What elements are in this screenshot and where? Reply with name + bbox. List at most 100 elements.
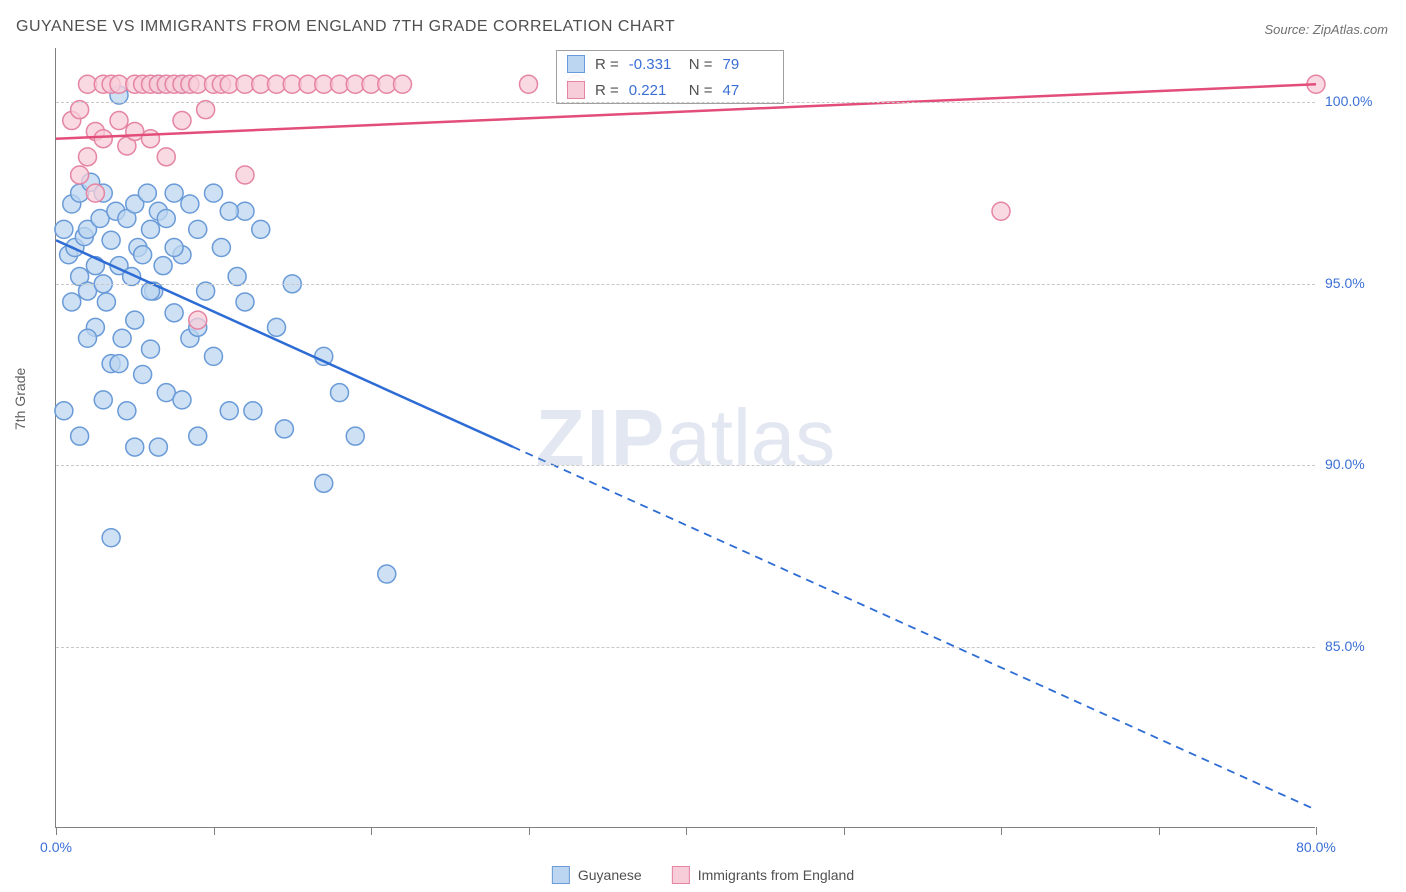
data-point bbox=[71, 427, 89, 445]
stat-swatch-2 bbox=[567, 81, 585, 99]
gridline-h bbox=[56, 102, 1315, 103]
data-point bbox=[346, 427, 364, 445]
data-point bbox=[142, 340, 160, 358]
data-point bbox=[236, 166, 254, 184]
legend-swatch-1 bbox=[552, 866, 570, 884]
gridline-h bbox=[56, 647, 1315, 648]
source-label: Source: ZipAtlas.com bbox=[1264, 22, 1388, 37]
y-axis-label: 7th Grade bbox=[12, 368, 28, 430]
data-point bbox=[134, 366, 152, 384]
data-point bbox=[212, 239, 230, 257]
data-point bbox=[992, 202, 1010, 220]
stat-r-val-1: -0.331 bbox=[629, 56, 679, 73]
stat-n-label-1: N = bbox=[689, 56, 713, 73]
regression-line-dashed bbox=[513, 447, 1316, 810]
data-point bbox=[173, 391, 191, 409]
data-point bbox=[154, 257, 172, 275]
stat-r-label-2: R = bbox=[595, 82, 619, 99]
legend: Guyanese Immigrants from England bbox=[552, 866, 854, 884]
data-point bbox=[315, 474, 333, 492]
data-point bbox=[118, 402, 136, 420]
data-point bbox=[220, 202, 238, 220]
data-point bbox=[378, 565, 396, 583]
data-point bbox=[86, 184, 104, 202]
data-point bbox=[236, 293, 254, 311]
stats-box: R = -0.331 N = 79 R = 0.221 N = 47 bbox=[556, 50, 784, 104]
stat-n-label-2: N = bbox=[689, 82, 713, 99]
data-point bbox=[79, 148, 97, 166]
ytick-label: 85.0% bbox=[1325, 638, 1390, 654]
legend-item-2: Immigrants from England bbox=[672, 866, 854, 884]
legend-swatch-2 bbox=[672, 866, 690, 884]
data-point bbox=[520, 75, 538, 93]
data-point bbox=[165, 304, 183, 322]
stat-r-label-1: R = bbox=[595, 56, 619, 73]
data-point bbox=[110, 112, 128, 130]
data-point bbox=[220, 402, 238, 420]
data-point bbox=[165, 184, 183, 202]
data-point bbox=[102, 529, 120, 547]
stat-row-2: R = 0.221 N = 47 bbox=[557, 77, 783, 103]
data-point bbox=[173, 112, 191, 130]
xtick-label: 80.0% bbox=[1296, 839, 1336, 855]
data-point bbox=[142, 220, 160, 238]
data-point bbox=[94, 391, 112, 409]
data-point bbox=[79, 329, 97, 347]
stat-row-1: R = -0.331 N = 79 bbox=[557, 51, 783, 77]
xtick bbox=[1316, 827, 1317, 835]
data-point bbox=[189, 427, 207, 445]
gridline-h bbox=[56, 284, 1315, 285]
legend-item-1: Guyanese bbox=[552, 866, 642, 884]
xtick bbox=[214, 827, 215, 835]
chart-title: GUYANESE VS IMMIGRANTS FROM ENGLAND 7TH … bbox=[16, 18, 675, 36]
xtick bbox=[371, 827, 372, 835]
data-point bbox=[55, 220, 73, 238]
data-point bbox=[205, 184, 223, 202]
data-point bbox=[205, 347, 223, 365]
xtick bbox=[1159, 827, 1160, 835]
xtick bbox=[56, 827, 57, 835]
data-point bbox=[134, 246, 152, 264]
data-point bbox=[181, 195, 199, 213]
stat-swatch-1 bbox=[567, 55, 585, 73]
stat-r-val-2: 0.221 bbox=[629, 82, 679, 99]
data-point bbox=[138, 184, 156, 202]
xtick bbox=[1001, 827, 1002, 835]
data-point bbox=[63, 293, 81, 311]
plot-area: ZIPatlas R = -0.331 N = 79 R = 0.221 N =… bbox=[55, 48, 1315, 828]
data-point bbox=[113, 329, 131, 347]
ytick-label: 100.0% bbox=[1325, 93, 1390, 109]
data-point bbox=[126, 438, 144, 456]
legend-label-1: Guyanese bbox=[578, 867, 642, 883]
chart-container: GUYANESE VS IMMIGRANTS FROM ENGLAND 7TH … bbox=[0, 0, 1406, 892]
data-point bbox=[102, 231, 120, 249]
data-point bbox=[189, 220, 207, 238]
xtick-label: 0.0% bbox=[40, 839, 72, 855]
data-point bbox=[165, 239, 183, 257]
xtick bbox=[686, 827, 687, 835]
data-point bbox=[94, 130, 112, 148]
legend-label-2: Immigrants from England bbox=[698, 867, 854, 883]
data-point bbox=[268, 318, 286, 336]
data-point bbox=[275, 420, 293, 438]
ytick-label: 95.0% bbox=[1325, 275, 1390, 291]
data-point bbox=[71, 166, 89, 184]
data-point bbox=[157, 148, 175, 166]
xtick bbox=[529, 827, 530, 835]
data-point bbox=[252, 220, 270, 238]
data-point bbox=[110, 355, 128, 373]
xtick bbox=[844, 827, 845, 835]
ytick-label: 90.0% bbox=[1325, 456, 1390, 472]
data-point bbox=[97, 293, 115, 311]
data-point bbox=[394, 75, 412, 93]
data-point bbox=[244, 402, 262, 420]
data-point bbox=[157, 210, 175, 228]
data-point bbox=[149, 438, 167, 456]
gridline-h bbox=[56, 465, 1315, 466]
data-point bbox=[189, 311, 207, 329]
data-point bbox=[142, 130, 160, 148]
plot-svg bbox=[56, 48, 1315, 827]
data-point bbox=[331, 384, 349, 402]
data-point bbox=[126, 311, 144, 329]
stat-n-val-1: 79 bbox=[723, 56, 773, 73]
